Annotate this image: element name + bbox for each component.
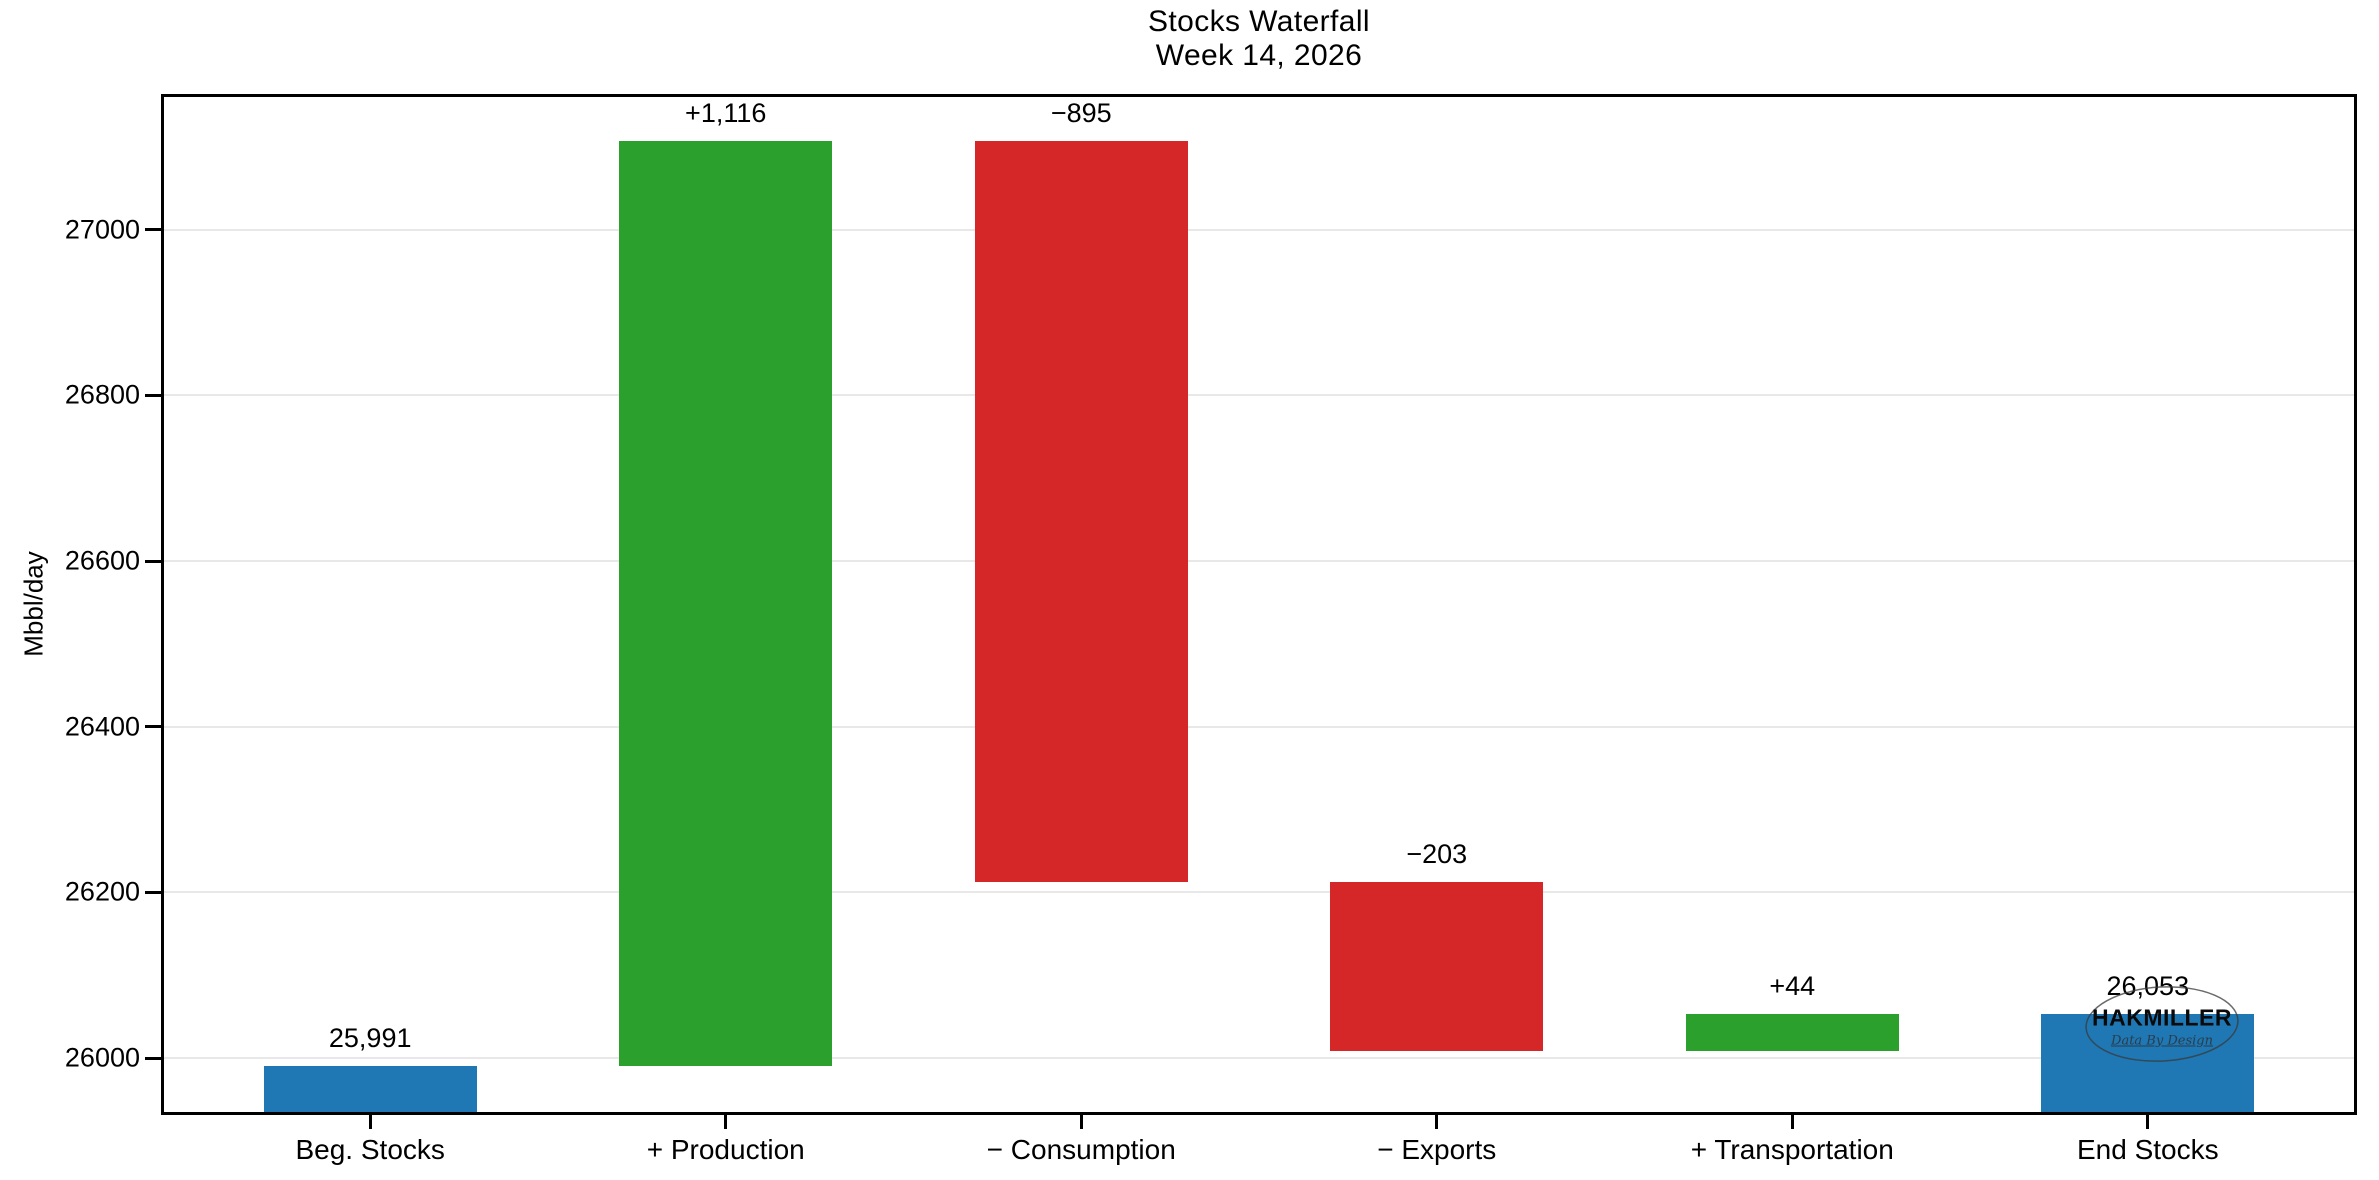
- x-tick-mark-end-stocks: [2146, 1112, 2150, 1129]
- x-tick-label-exports: − Exports: [1377, 1134, 1497, 1165]
- gridline-27000: [164, 228, 2354, 231]
- bar-value-label-transportation: +44: [1769, 971, 1816, 1002]
- y-axis-label: Mbbl/day: [18, 551, 49, 657]
- x-tick-label-beg-stocks: Beg. Stocks: [295, 1134, 445, 1165]
- y-tick-label-26400: 26400: [64, 711, 140, 742]
- y-tick-mark-26600: [145, 559, 161, 563]
- x-tick-mark-production: [724, 1112, 728, 1129]
- y-tick-label-26200: 26200: [64, 876, 140, 907]
- x-tick-label-consumption: − Consumption: [986, 1134, 1176, 1165]
- y-tick-mark-26400: [145, 725, 161, 729]
- x-tick-mark-beg-stocks: [368, 1112, 372, 1129]
- bar-value-label-exports: −203: [1406, 839, 1468, 870]
- bar-value-label-production: +1,116: [685, 97, 767, 128]
- bar-end-stocks: [2041, 1014, 2255, 1112]
- bar-consumption: [974, 140, 1188, 883]
- x-tick-label-production: + Production: [646, 1134, 805, 1165]
- bar-value-label-end-stocks: 26,053: [2106, 971, 2190, 1002]
- gridline-26000: [164, 1057, 2354, 1060]
- bar-production: [619, 140, 833, 1066]
- y-tick-mark-26200: [145, 890, 161, 894]
- chart-title: Stocks Waterfall Week 14, 2026: [161, 5, 2357, 73]
- bar-beg-stocks: [263, 1065, 477, 1112]
- y-tick-label-26600: 26600: [64, 545, 140, 576]
- y-tick-mark-27000: [145, 228, 161, 232]
- y-tick-mark-26000: [145, 1056, 161, 1060]
- gridline-26400: [164, 725, 2354, 728]
- chart-title-line2: Week 14, 2026: [1155, 39, 1363, 72]
- bar-value-label-consumption: −895: [1050, 97, 1112, 128]
- y-tick-label-26800: 26800: [64, 379, 140, 410]
- x-tick-mark-consumption: [1079, 1112, 1083, 1129]
- gridline-26800: [164, 394, 2354, 397]
- gridline-26200: [164, 891, 2354, 894]
- bar-exports: [1330, 882, 1544, 1051]
- x-tick-label-transportation: + Transportation: [1690, 1134, 1894, 1165]
- x-tick-label-end-stocks: End Stocks: [2076, 1134, 2219, 1165]
- gridline-26600: [164, 560, 2354, 562]
- y-tick-label-27000: 27000: [64, 214, 140, 245]
- plot-area: 26000 26200 26400 26600 26800 27000 25,991 Beg.…: [65, 94, 2357, 1165]
- x-tick-mark-transportation: [1790, 1112, 1794, 1129]
- y-tick-mark-26800: [145, 393, 161, 397]
- x-tick-mark-exports: [1435, 1112, 1439, 1129]
- bar-value-label-beg-stocks: 25,991: [328, 1022, 412, 1053]
- y-tick-label-26000: 26000: [64, 1042, 140, 1073]
- bar-transportation: [1685, 1014, 1899, 1051]
- chart-title-line1: Stocks Waterfall: [1147, 5, 1370, 38]
